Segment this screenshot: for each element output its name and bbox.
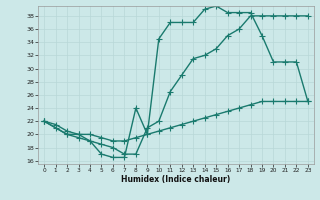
X-axis label: Humidex (Indice chaleur): Humidex (Indice chaleur) bbox=[121, 175, 231, 184]
